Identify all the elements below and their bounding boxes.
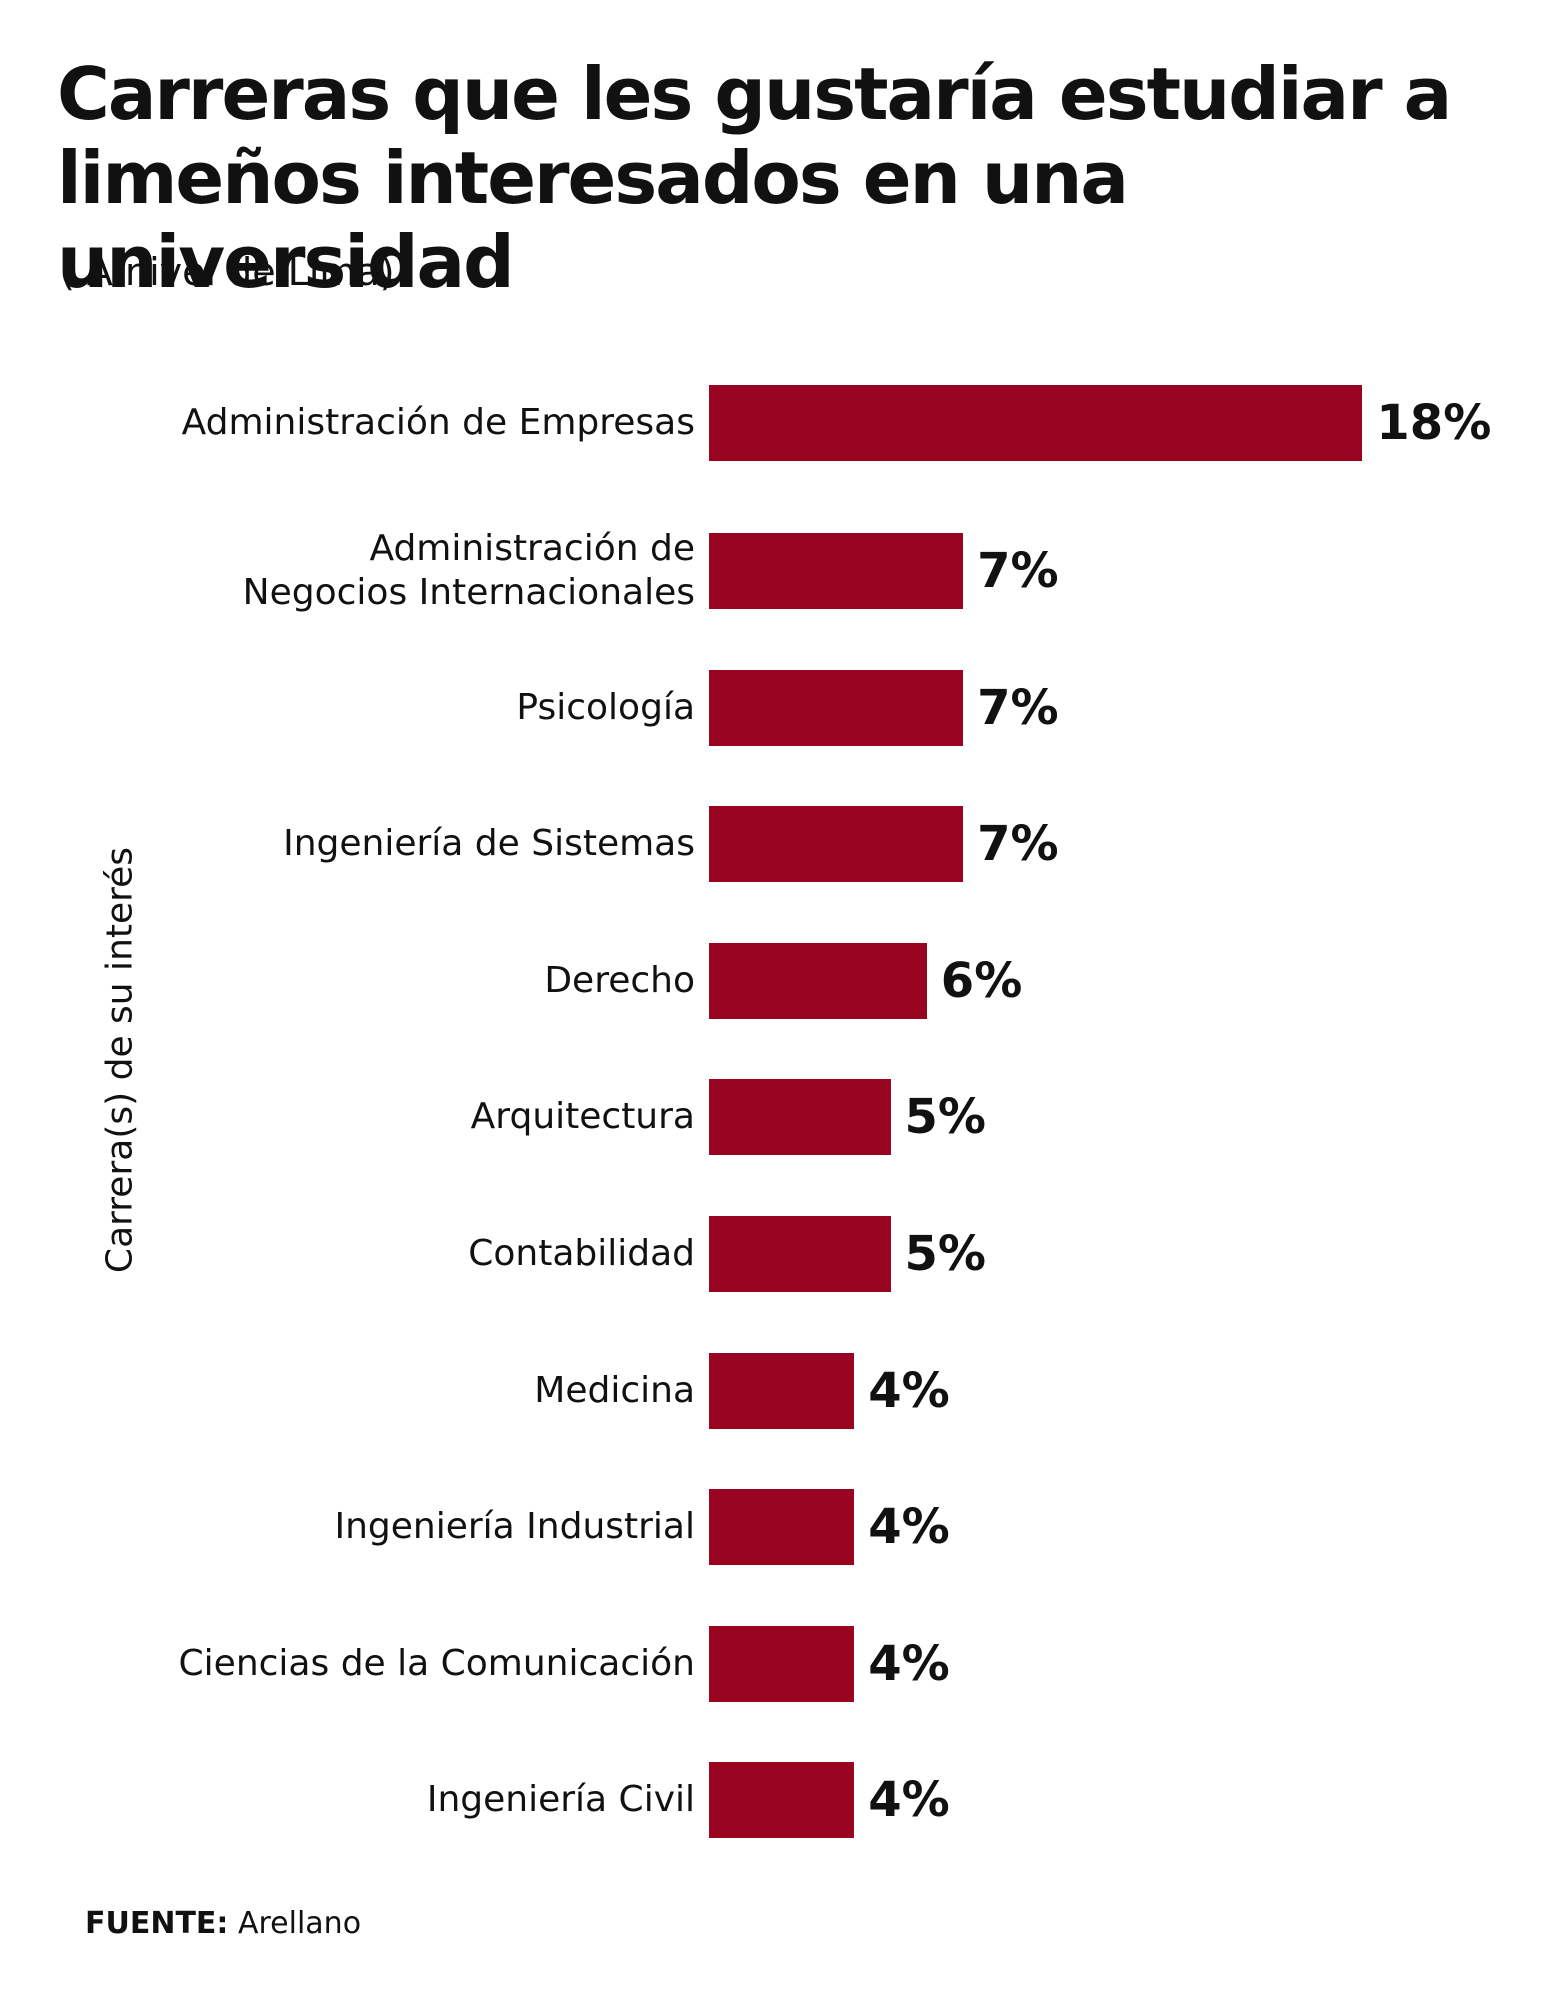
y-tick-label: Ingeniería de Sistemas — [283, 823, 695, 865]
source: FUENTE: Arellano — [85, 1906, 361, 1941]
value-label: 5% — [904, 1226, 987, 1282]
value-label: 4% — [868, 1635, 950, 1692]
y-tick-label: Medicina — [534, 1369, 695, 1411]
value-label: 7% — [977, 816, 1059, 873]
y-tick-label: Arquitectura — [470, 1096, 695, 1138]
bar — [709, 1762, 855, 1839]
chart-subtitle: ( A nivel de Lima) — [60, 250, 395, 294]
y-tick-label: Administración de Empresas — [181, 402, 695, 443]
y-tick-label: Psicología — [516, 686, 695, 728]
bar — [709, 1625, 855, 1702]
bar — [709, 385, 1363, 461]
y-tick-label: Contabilidad — [468, 1233, 695, 1274]
value-label: 7% — [977, 543, 1059, 599]
y-tick-label: Derecho — [544, 959, 695, 1001]
bar — [709, 1489, 855, 1566]
y-tick-label: Ingeniería Civil — [426, 1779, 695, 1821]
y-tick-label: Ciencias de la Comunicación — [178, 1642, 695, 1684]
source-text: Arellano — [237, 1906, 362, 1941]
chart-title: Carreras que les gustaría estudiar a lim… — [57, 52, 1452, 304]
value-label: 18% — [1376, 395, 1492, 451]
value-label: 4% — [868, 1772, 950, 1829]
y-tick-label: Ingeniería Industrial — [334, 1506, 695, 1548]
source-label: FUENTE: — [85, 1906, 229, 1941]
y-axis-label: Carrera(s) de su interés — [99, 846, 141, 1274]
value-label: 4% — [868, 1362, 950, 1419]
bar — [709, 533, 964, 609]
bar — [709, 1352, 855, 1429]
value-label: 6% — [940, 952, 1023, 1009]
bar — [709, 806, 964, 883]
bar — [709, 669, 964, 746]
bar — [709, 1216, 891, 1292]
y-tick-label: Administración de Negocios Internacional… — [242, 528, 695, 613]
value-label: 7% — [977, 679, 1059, 736]
value-label: 4% — [868, 1499, 950, 1556]
bar — [709, 942, 927, 1019]
value-label: 5% — [904, 1089, 987, 1146]
bar — [709, 1079, 891, 1156]
